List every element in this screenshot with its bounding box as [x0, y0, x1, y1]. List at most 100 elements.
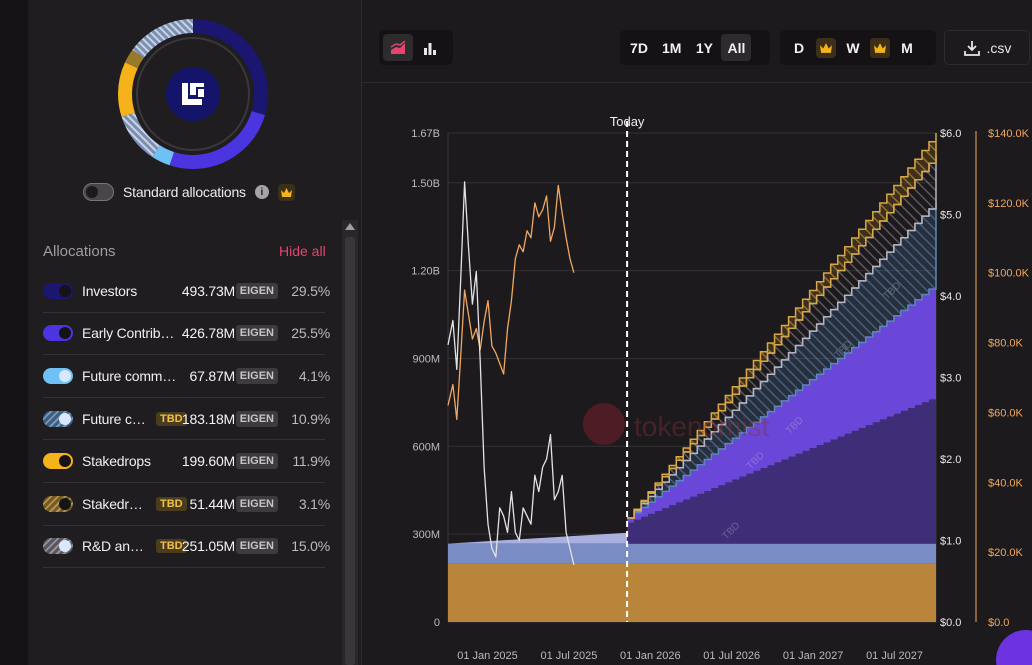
allocation-list: Investors 493.73M EIGEN 29.5% Early Contrib…… — [43, 270, 330, 569]
y-mcap-tick-label: $40.0K — [988, 477, 1024, 489]
scrollbar-thumb[interactable] — [345, 237, 355, 665]
allocation-row: Future comm… 67.87M EIGEN 4.1% — [43, 355, 330, 398]
standard-allocations-label: Standard allocations — [123, 184, 246, 200]
crown-icon — [816, 37, 836, 58]
range-7d-button[interactable]: 7D — [630, 39, 648, 56]
crown-icon — [870, 37, 890, 58]
x-tick-label: 01 Jan 2027 — [783, 650, 844, 662]
standard-allocations-row: Standard allocations i — [83, 183, 295, 201]
area-future-community — [448, 543, 936, 564]
allocation-toggle[interactable] — [43, 367, 73, 384]
allocation-name: Future c… — [82, 410, 146, 427]
y-price-tick-label: $5.0 — [940, 210, 961, 222]
allocation-amount: 251.05M — [181, 538, 235, 555]
y-price-tick-label: $0.0 — [940, 617, 961, 629]
y-price-tick-label: $6.0 — [940, 128, 961, 140]
allocation-amount: 183.18M — [181, 410, 235, 427]
y-mcap-tick-label: $100.0K — [988, 268, 1030, 280]
allocation-row: Stakedrops 199.60M EIGEN 11.9% — [43, 440, 330, 483]
allocation-name: Future comm… — [82, 367, 177, 384]
hide-all-button[interactable]: Hide all — [279, 243, 326, 259]
y-mcap-tick-label: $120.0K — [988, 198, 1030, 210]
crown-icon — [277, 183, 295, 201]
download-csv-button[interactable]: .csv — [944, 30, 1030, 65]
x-tick-label: 01 Jan 2025 — [457, 650, 518, 662]
y-left-tick-label: 900M — [412, 353, 440, 365]
chart-type-toggle — [379, 30, 453, 65]
allocation-amount: 51.44M — [189, 495, 236, 512]
allocation-amount: 426.78M — [181, 325, 235, 342]
granularity-week-button[interactable]: W — [846, 39, 860, 56]
area-chart-icon — [390, 40, 406, 54]
x-tick-label: 01 Jan 2026 — [620, 650, 681, 662]
y-mcap-tick-label: $60.0K — [988, 407, 1024, 419]
scroll-up-arrow-icon[interactable] — [345, 223, 355, 230]
csv-label: .csv — [986, 39, 1012, 56]
allocation-toggle[interactable] — [43, 495, 73, 512]
allocation-amount: 493.73M — [181, 282, 235, 299]
allocation-row: Investors 493.73M EIGEN 29.5% — [43, 270, 330, 313]
y-left-tick-label: 1.50B — [411, 178, 440, 190]
granularity-month-button[interactable]: M — [901, 39, 913, 56]
bar-chart-icon — [424, 42, 436, 55]
area-chart-button[interactable] — [383, 34, 413, 61]
token-badge: EIGEN — [235, 538, 278, 555]
allocation-percent: 15.0% — [291, 538, 330, 555]
y-price-tick-label: $4.0 — [940, 291, 961, 303]
granularity-day-button[interactable]: D — [793, 39, 805, 56]
token-badge: EIGEN — [235, 367, 278, 384]
watermark-text: tokenomist — [634, 411, 770, 442]
token-badge: EIGEN — [235, 325, 278, 342]
x-tick-label: 01 Jul 2026 — [703, 650, 760, 662]
y-price-tick-label: $2.0 — [940, 454, 961, 466]
allocation-row: Stakedr… TBD 51.44M EIGEN 3.1% — [43, 483, 330, 526]
eigenlayer-logo — [166, 67, 220, 121]
left-gutter — [0, 0, 28, 665]
token-badge: EIGEN — [235, 495, 278, 512]
allocation-percent: 25.5% — [291, 325, 330, 342]
toolbar-divider — [362, 82, 1032, 83]
range-1y-button[interactable]: 1Y — [695, 39, 714, 56]
token-badge: EIGEN — [235, 282, 278, 299]
allocation-donut-chart — [118, 19, 268, 169]
allocation-name: Early Contrib… — [82, 325, 175, 342]
info-icon[interactable]: i — [254, 185, 269, 199]
x-tick-label: 01 Jul 2027 — [866, 650, 923, 662]
range-1m-button[interactable]: 1M — [662, 39, 682, 56]
allocation-toggle[interactable] — [43, 538, 73, 555]
allocation-toggle[interactable] — [43, 282, 73, 299]
token-badge: EIGEN — [235, 453, 278, 470]
allocation-percent: 29.5% — [291, 282, 330, 299]
token-badge: EIGEN — [235, 410, 278, 427]
y-left-tick-label: 300M — [412, 529, 440, 541]
allocation-toggle[interactable] — [43, 453, 73, 470]
allocation-toggle[interactable] — [43, 410, 73, 427]
bar-chart-button[interactable] — [415, 34, 445, 61]
y-mcap-tick-label: $20.0K — [988, 547, 1024, 559]
today-label: Today — [610, 114, 645, 129]
range-all-button[interactable]: All — [721, 34, 752, 61]
allocation-name: Stakedrops — [82, 453, 151, 470]
market-cap-line — [447, 184, 575, 421]
allocation-name: Stakedr… — [82, 495, 143, 512]
y-left-tick-label: 1.67B — [411, 128, 440, 140]
allocation-percent: 4.1% — [298, 367, 330, 384]
allocation-percent: 3.1% — [298, 495, 330, 512]
standard-allocations-toggle[interactable] — [83, 183, 114, 201]
y-price-tick-label: $1.0 — [940, 536, 961, 548]
area-investors — [627, 396, 936, 544]
allocation-toggle[interactable] — [43, 325, 73, 342]
tbd-badge: TBD — [156, 539, 187, 554]
y-mcap-tick-label: $140.0K — [988, 128, 1030, 140]
y-left-tick-label: 0 — [434, 617, 440, 629]
y-left-tick-label: 1.20B — [411, 266, 440, 278]
allocation-row: R&D an… TBD 251.05M EIGEN 15.0% — [43, 526, 330, 569]
allocations-panel: Standard allocations i Allocations Hide … — [28, 0, 362, 665]
allocation-row: Early Contrib… 426.78M EIGEN 25.5% — [43, 313, 330, 356]
y-mcap-tick-label: $80.0K — [988, 338, 1024, 350]
range-selector: 7D 1M 1Y All — [620, 30, 770, 65]
tbd-badge: TBD — [156, 411, 187, 426]
price-line — [447, 181, 575, 566]
y-price-tick-label: $3.0 — [940, 373, 961, 385]
